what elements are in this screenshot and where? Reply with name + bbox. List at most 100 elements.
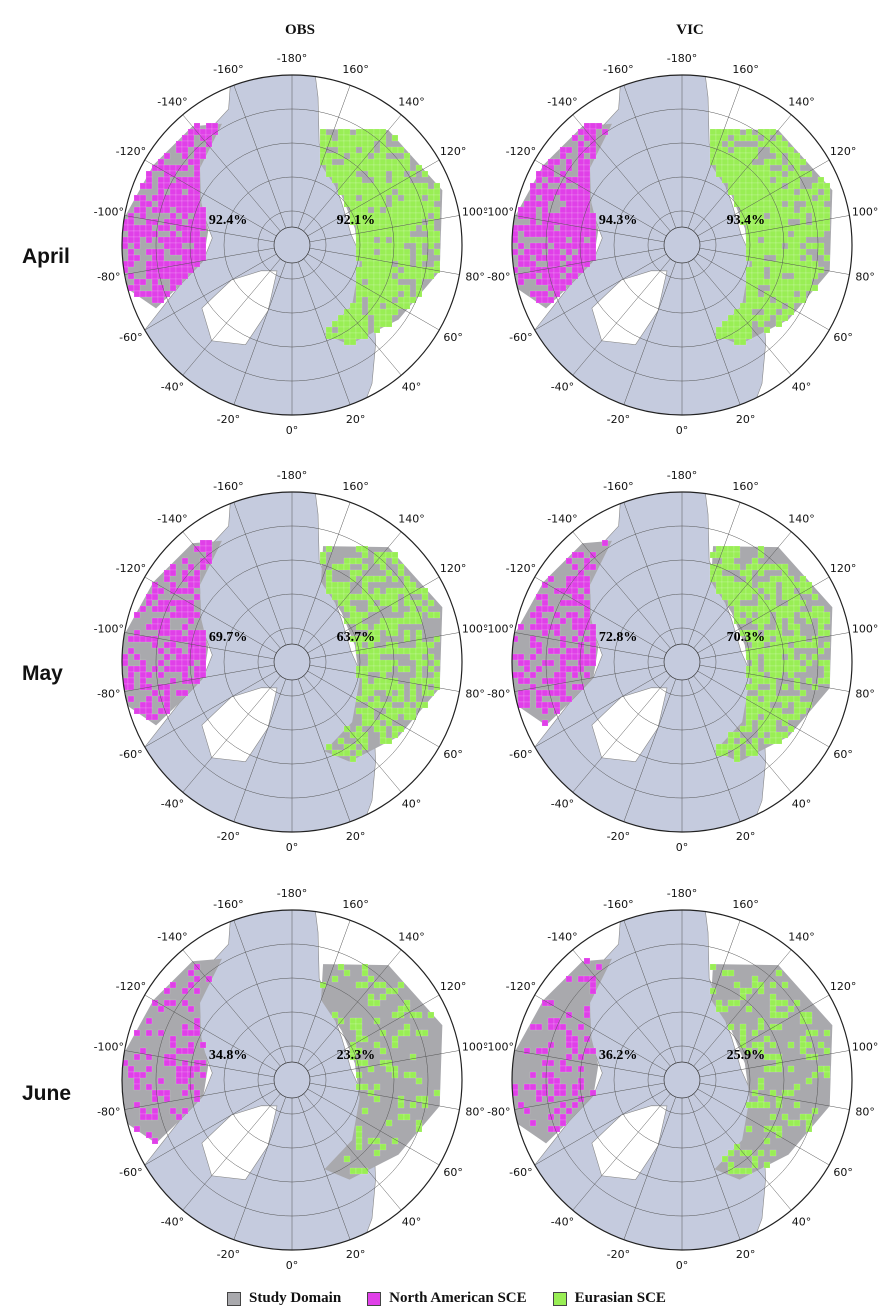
sce-cell — [781, 683, 789, 691]
sce-cell — [751, 563, 759, 571]
sce-cell — [127, 218, 135, 226]
north-american-sce-label: 72.8% — [599, 630, 638, 645]
sce-cell — [163, 224, 171, 232]
sce-cell — [415, 1011, 423, 1019]
sce-cell — [535, 1047, 543, 1055]
sce-cell — [775, 1125, 783, 1133]
meridian-line — [693, 114, 792, 232]
sce-cell — [205, 539, 213, 547]
sce-cell — [805, 587, 813, 595]
sce-cell — [373, 647, 381, 655]
meridian-line — [693, 531, 792, 649]
sce-cell — [512, 1089, 519, 1097]
sce-cell — [127, 272, 135, 280]
polar-map-svg: -180°160°140°120°100°80°60°40°20°0°-20°-… — [94, 887, 489, 1272]
sce-cell — [349, 320, 357, 328]
sce-cell — [367, 689, 375, 697]
sce-cell — [763, 1161, 771, 1169]
sce-cell — [547, 170, 555, 178]
sce-cell — [403, 290, 411, 298]
longitude-label: 120° — [440, 562, 467, 575]
sce-cell — [745, 611, 753, 619]
longitude-label: -180° — [667, 52, 697, 65]
sce-cell — [373, 1137, 381, 1145]
longitude-label: -40° — [551, 1215, 574, 1228]
sce-cell — [169, 665, 177, 673]
sce-cell — [775, 653, 783, 661]
sce-cell — [355, 1083, 363, 1091]
longitude-label: 80° — [855, 687, 875, 700]
sce-cell — [739, 170, 747, 178]
sce-cell — [379, 182, 387, 190]
sce-cell — [181, 635, 189, 643]
sce-cell — [512, 635, 519, 643]
sce-cell — [199, 653, 207, 661]
sce-cell — [547, 260, 555, 268]
sce-cell — [811, 188, 819, 196]
sce-cell — [199, 248, 207, 256]
sce-cell — [721, 134, 729, 142]
meridian-line — [699, 215, 850, 243]
sce-cell — [805, 272, 813, 280]
sce-cell — [163, 152, 171, 160]
sce-cell — [715, 581, 723, 589]
sce-cell — [373, 1095, 381, 1103]
sce-cell — [163, 653, 171, 661]
longitude-label: 20° — [346, 830, 366, 843]
longitude-label: -60° — [119, 748, 142, 761]
sce-cell — [349, 755, 357, 763]
sce-cell — [751, 290, 759, 298]
longitude-label: 140° — [398, 96, 425, 109]
sce-cell — [379, 146, 387, 154]
sce-cell — [325, 326, 333, 334]
sce-cell — [757, 1095, 765, 1103]
meridian-line — [303, 258, 402, 376]
sce-cell — [787, 695, 795, 703]
sce-cell — [739, 569, 747, 577]
sce-cell — [757, 647, 765, 655]
sce-cell — [553, 212, 561, 220]
sce-cell — [361, 737, 369, 745]
sce-cell — [817, 206, 825, 214]
sce-cell — [793, 683, 801, 691]
sce-cell — [523, 254, 531, 262]
map-border — [511, 909, 853, 1251]
sce-cell — [577, 975, 585, 983]
sce-cell — [343, 314, 351, 322]
sce-cell — [361, 158, 369, 166]
sce-cell — [583, 158, 591, 166]
sce-cell — [793, 278, 801, 286]
sce-cell — [151, 1113, 159, 1121]
sce-cell — [583, 671, 591, 679]
sce-cell — [193, 1017, 201, 1025]
sce-cell — [817, 647, 825, 655]
sce-cell — [151, 1137, 159, 1145]
polar-map-may-vic: -180° 160° 140° 120° 100° 80° 60° 40° 20° 0° -20° -… — [482, 462, 882, 862]
longitude-label: -20° — [217, 1248, 240, 1261]
sce-cell — [547, 677, 555, 685]
sce-cell — [163, 182, 171, 190]
sce-cell — [523, 1107, 531, 1115]
sce-cell — [781, 563, 789, 571]
sce-cell — [512, 266, 519, 274]
meridian-line — [303, 675, 402, 793]
sce-cell — [391, 266, 399, 274]
sce-cell — [151, 1095, 159, 1103]
meridian-line — [572, 949, 671, 1067]
sce-cell — [565, 1035, 573, 1043]
longitude-label: -120° — [506, 145, 536, 158]
sce-cell — [187, 248, 195, 256]
sce-cell — [373, 1149, 381, 1157]
legend-label: Study Domain — [249, 1290, 342, 1306]
sce-cell — [139, 182, 147, 190]
sce-cell — [409, 272, 417, 280]
sce-cell — [799, 581, 807, 589]
sce-cell — [373, 170, 381, 178]
sce-cell — [127, 260, 135, 268]
sce-cell — [553, 1083, 561, 1091]
sce-cell — [199, 635, 207, 643]
sce-cell — [385, 617, 393, 625]
longitude-label: -20° — [607, 1248, 630, 1261]
meridian-line — [182, 675, 281, 793]
sce-cell — [397, 587, 405, 595]
